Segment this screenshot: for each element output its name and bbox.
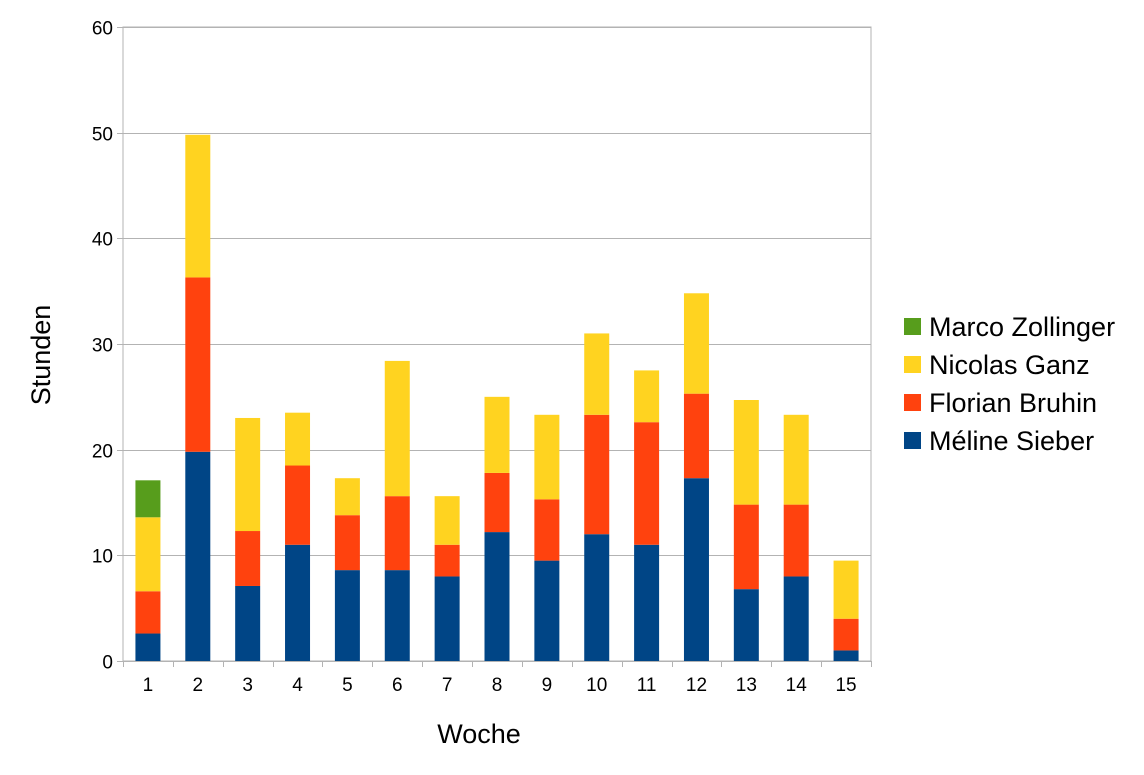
x-tick-label: 14 xyxy=(786,675,808,696)
bar-segment xyxy=(783,414,809,505)
bar-segment xyxy=(634,422,660,545)
bar-segment xyxy=(634,370,660,423)
bar-segment xyxy=(235,585,261,661)
x-tick-label: 10 xyxy=(586,675,607,696)
bar-segment xyxy=(135,480,161,518)
legend-swatch xyxy=(904,394,921,411)
bar-segment xyxy=(733,400,759,505)
bar-segment xyxy=(434,496,460,545)
y-tick-label: 60 xyxy=(92,19,113,40)
bar-segment xyxy=(334,570,360,661)
x-tick-label: 5 xyxy=(342,675,353,696)
bar-segment xyxy=(683,393,709,479)
bar-segment xyxy=(584,534,610,661)
bar-segment xyxy=(683,478,709,661)
legend-swatch xyxy=(904,356,921,373)
x-tick-label: 7 xyxy=(442,675,453,696)
legend-label: Marco Zollinger xyxy=(929,312,1115,342)
bar-segment xyxy=(185,451,211,661)
bar-segment xyxy=(584,333,610,415)
bar-segment xyxy=(484,472,510,533)
bar-segment xyxy=(185,134,211,278)
x-tick-label: 4 xyxy=(292,675,303,696)
bar-segment xyxy=(384,570,410,661)
bar-segment xyxy=(285,544,311,661)
bar-segment xyxy=(235,531,261,586)
y-tick-label: 30 xyxy=(92,336,113,357)
bar-segment xyxy=(833,560,859,619)
bar-segment xyxy=(334,478,360,516)
x-tick-label: 8 xyxy=(492,675,503,696)
bar-segment xyxy=(783,576,809,661)
bar-segment xyxy=(484,532,510,661)
bar-segment xyxy=(434,544,460,577)
x-tick-label: 2 xyxy=(193,675,204,696)
bar-segment xyxy=(833,618,859,651)
legend-swatch xyxy=(904,432,921,449)
bar-segment xyxy=(285,465,311,545)
bar-segment xyxy=(534,499,560,561)
bar-segment xyxy=(334,515,360,571)
bar-segment xyxy=(135,517,161,592)
x-tick-label: 9 xyxy=(542,675,553,696)
x-tick-label: 3 xyxy=(242,675,253,696)
y-tick-label: 0 xyxy=(102,653,113,674)
bar-segment xyxy=(534,414,560,500)
x-axis-title: Woche xyxy=(437,719,521,749)
bar-segment xyxy=(634,544,660,661)
bar-segment xyxy=(733,504,759,590)
bar-segment xyxy=(534,560,560,661)
y-tick-label: 50 xyxy=(92,125,113,146)
bar-segment xyxy=(783,504,809,577)
bar-segment xyxy=(484,396,510,473)
bar-segment xyxy=(833,650,859,661)
y-tick-label: 20 xyxy=(92,442,113,463)
bar-segment xyxy=(384,496,410,571)
x-tick-label: 11 xyxy=(637,675,657,696)
bar-segment xyxy=(733,589,759,661)
bar-segment xyxy=(285,412,311,466)
y-axis-title: Stunden xyxy=(26,305,56,406)
x-tick-label: 12 xyxy=(686,675,707,696)
legend-label: Méline Sieber xyxy=(929,426,1094,456)
bar-segment xyxy=(434,576,460,661)
x-tick-label: 13 xyxy=(736,675,757,696)
bars xyxy=(135,134,859,661)
y-tick-label: 40 xyxy=(92,230,113,251)
bar-segment xyxy=(185,277,211,452)
legend-label: Nicolas Ganz xyxy=(929,350,1090,380)
x-tick-label: 1 xyxy=(143,675,154,696)
y-tick-label: 10 xyxy=(92,547,113,568)
x-tick-label: 15 xyxy=(835,675,856,696)
x-tick-label: 6 xyxy=(392,675,403,696)
bar-segment xyxy=(235,417,261,532)
bar-segment xyxy=(135,633,161,661)
bar-segment xyxy=(584,414,610,535)
legend-swatch xyxy=(904,318,921,335)
bar-segment xyxy=(384,360,410,497)
bar-segment xyxy=(135,591,161,634)
legend-label: Florian Bruhin xyxy=(929,388,1097,418)
legend: Marco Zollinger Nicolas Ganz Florian Bruhi… xyxy=(904,312,1115,456)
bar-segment xyxy=(683,293,709,394)
